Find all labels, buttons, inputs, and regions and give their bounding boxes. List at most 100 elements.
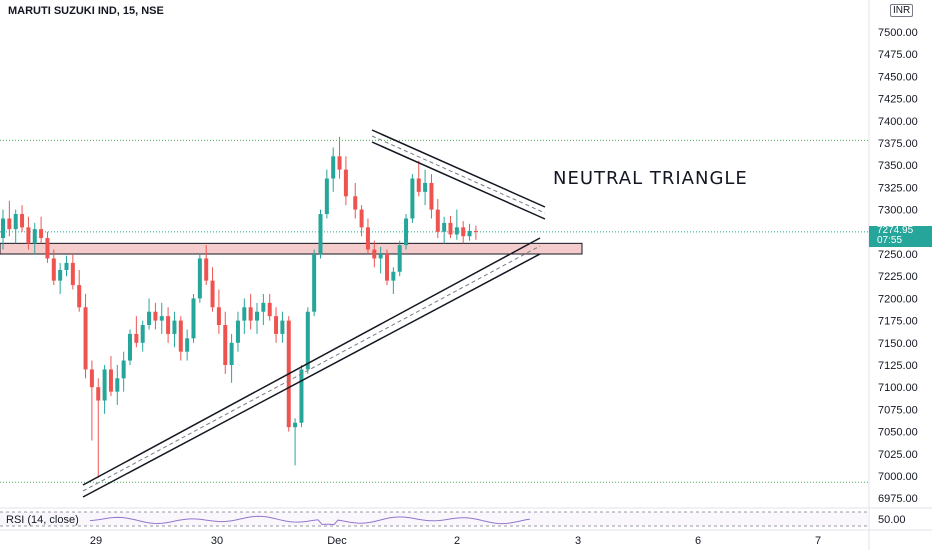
y-tick-label: 7500.00 — [878, 27, 918, 39]
candle-body — [7, 218, 12, 230]
y-tick-label: 7250.00 — [878, 249, 918, 261]
y-tick-label: 7375.00 — [878, 138, 918, 150]
y-tick-label: 7425.00 — [878, 94, 918, 106]
candle-body — [96, 387, 101, 401]
candle-body — [166, 316, 171, 334]
y-tick-label: 7225.00 — [878, 271, 918, 283]
candle-body — [467, 230, 472, 237]
x-tick-label: 7 — [815, 535, 821, 547]
candle-body — [32, 229, 37, 244]
y-tick-label: 7300.00 — [878, 205, 918, 217]
candle-body — [64, 262, 69, 270]
candle-body — [191, 298, 196, 339]
x-tick-label: 3 — [575, 535, 581, 547]
candle-body — [404, 218, 409, 246]
support-zone-rect — [0, 242, 583, 255]
x-tick-label: Dec — [327, 535, 347, 547]
y-tick-label: 6975.00 — [878, 493, 918, 505]
candle-body — [378, 254, 383, 259]
candle-body — [280, 320, 285, 334]
candle-body — [410, 178, 415, 219]
y-tick-label: 7475.00 — [878, 49, 918, 61]
candle-body — [197, 258, 202, 299]
rsi-indicator-label[interactable]: RSI (14, close) — [6, 514, 79, 526]
upper-trendline-mid — [371, 135, 546, 214]
upper-trendline-inner — [371, 141, 546, 220]
candle-body — [372, 249, 377, 259]
candle-body — [13, 214, 18, 230]
candle-body — [39, 229, 44, 239]
candle-body — [397, 245, 402, 272]
candle-body — [365, 227, 370, 250]
y-tick-label: 7100.00 — [878, 382, 918, 394]
candle-body — [267, 302, 272, 317]
y-tick-label: 7350.00 — [878, 160, 918, 172]
x-tick-label: 2 — [454, 535, 460, 547]
rsi-value-label: 50.00 — [878, 514, 906, 526]
candle-body — [26, 227, 31, 244]
y-tick-label: 7025.00 — [878, 449, 918, 461]
candle-body — [108, 369, 113, 392]
candle-body — [134, 333, 139, 343]
candle-body — [331, 156, 336, 179]
candle-body — [147, 311, 152, 326]
candle-body — [274, 316, 279, 334]
y-tick-label: 7050.00 — [878, 427, 918, 439]
x-tick-label: 30 — [211, 535, 223, 547]
candle-body — [391, 271, 396, 281]
x-tick-label: 29 — [90, 535, 102, 547]
candle-body — [435, 209, 440, 232]
currency-badge[interactable]: INR — [890, 4, 914, 17]
candle-body — [216, 307, 221, 326]
candle-body — [83, 307, 88, 370]
candle-body — [337, 156, 342, 170]
candle-body — [299, 369, 304, 423]
y-tick-label: 7175.00 — [878, 316, 918, 328]
candle-body — [204, 258, 209, 281]
candle-body — [1, 218, 5, 239]
candle-body — [121, 360, 126, 379]
candle-body — [242, 307, 247, 321]
candle-body — [140, 325, 145, 343]
candle-body — [429, 182, 434, 210]
y-tick-label: 7150.00 — [878, 338, 918, 350]
candle-body — [385, 254, 389, 281]
candle-body — [293, 422, 298, 428]
candle-body — [461, 227, 466, 237]
candle-body — [416, 178, 421, 192]
x-tick-label: 6 — [695, 535, 701, 547]
upper-trendline — [371, 129, 546, 208]
y-tick-label: 7400.00 — [878, 116, 918, 128]
candle-body — [318, 214, 323, 254]
y-tick-label: 7200.00 — [878, 293, 918, 305]
candle-body — [45, 238, 50, 259]
symbol-title: MARUTI SUZUKI IND, 15, NSE — [8, 5, 164, 17]
lower-trendline — [82, 237, 541, 486]
candle-body — [159, 316, 164, 321]
candle-body — [454, 227, 459, 235]
candle-body — [89, 369, 94, 388]
candle-body — [261, 302, 266, 312]
candle-body — [255, 311, 259, 321]
last-price-badge: 7274.95 07:55 — [869, 226, 932, 247]
last-price-value: 7274.95 — [877, 225, 914, 236]
candle-body — [305, 311, 310, 370]
candle-body — [172, 320, 177, 334]
candle-body — [229, 342, 234, 365]
candle-body — [178, 320, 183, 352]
lower-trendline-outer — [82, 253, 541, 498]
candle-body — [58, 269, 63, 281]
candle-body — [442, 222, 447, 232]
candle-body — [312, 254, 317, 312]
rsi-band-fill — [0, 512, 868, 526]
candle-body — [115, 378, 120, 392]
candle-body — [20, 214, 25, 228]
candle-body — [153, 311, 158, 321]
candle-body — [473, 230, 478, 232]
candle-body — [210, 280, 215, 308]
candle-body — [324, 178, 329, 215]
candle-body — [448, 222, 453, 235]
candle-body — [51, 258, 56, 281]
candle-body — [128, 333, 132, 361]
